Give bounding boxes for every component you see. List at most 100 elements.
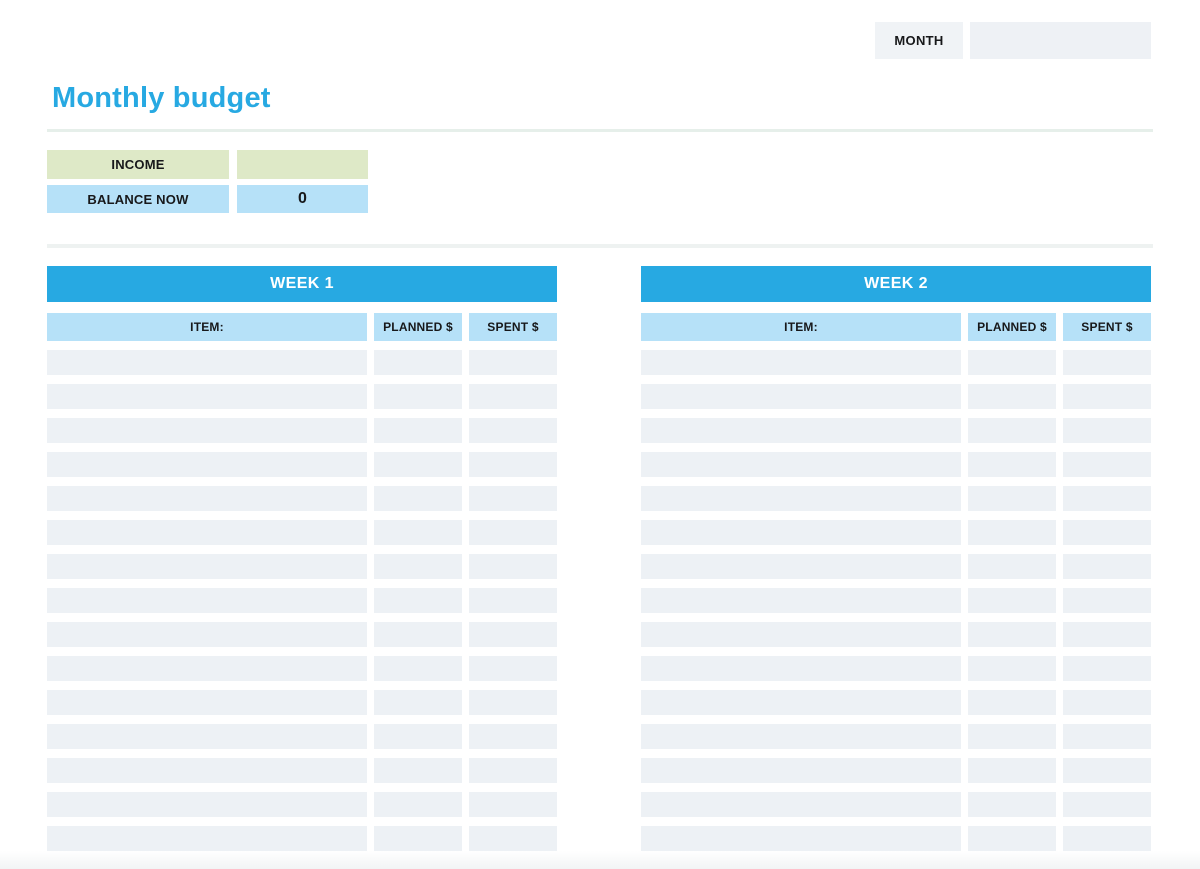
planned-cell[interactable] [968,452,1056,477]
spent-cell[interactable] [469,656,557,681]
planned-cell[interactable] [374,724,462,749]
spent-cell[interactable] [469,554,557,579]
planned-cell[interactable] [374,758,462,783]
item-cell[interactable] [641,520,961,545]
item-cell[interactable] [47,588,367,613]
planned-cell[interactable] [968,792,1056,817]
planned-cell[interactable] [374,622,462,647]
spent-cell[interactable] [469,350,557,375]
item-cell[interactable] [641,622,961,647]
planned-cell[interactable] [374,418,462,443]
month-input-cell[interactable] [970,22,1151,59]
item-cell[interactable] [641,656,961,681]
planned-cell[interactable] [968,622,1056,647]
spent-cell[interactable] [1063,350,1151,375]
spent-cell[interactable] [1063,418,1151,443]
item-cell[interactable] [47,520,367,545]
planned-cell[interactable] [374,384,462,409]
spent-cell[interactable] [1063,792,1151,817]
planned-cell[interactable] [374,690,462,715]
spent-cell[interactable] [1063,758,1151,783]
item-cell[interactable] [47,384,367,409]
spent-cell[interactable] [469,384,557,409]
planned-cell[interactable] [374,554,462,579]
item-cell[interactable] [641,758,961,783]
planned-cell[interactable] [374,588,462,613]
item-cell[interactable] [47,622,367,647]
spent-cell[interactable] [469,826,557,851]
item-cell[interactable] [47,350,367,375]
planned-cell[interactable] [968,418,1056,443]
item-cell[interactable] [641,588,961,613]
spent-cell[interactable] [469,690,557,715]
planned-cell[interactable] [374,520,462,545]
spent-cell[interactable] [1063,588,1151,613]
planned-cell[interactable] [374,452,462,477]
planned-cell[interactable] [374,656,462,681]
item-cell[interactable] [641,486,961,511]
item-cell[interactable] [47,418,367,443]
table-row [641,554,1151,579]
planned-cell[interactable] [968,384,1056,409]
spent-cell[interactable] [469,452,557,477]
item-cell[interactable] [641,826,961,851]
item-cell[interactable] [641,724,961,749]
planned-cell[interactable] [374,792,462,817]
item-cell[interactable] [641,350,961,375]
item-cell[interactable] [641,554,961,579]
table-row [47,690,557,715]
planned-cell[interactable] [968,486,1056,511]
item-cell[interactable] [47,452,367,477]
spent-cell[interactable] [1063,486,1151,511]
table-row [47,452,557,477]
spent-cell[interactable] [1063,690,1151,715]
spent-cell[interactable] [469,792,557,817]
income-value-cell[interactable] [237,150,368,179]
spent-cell[interactable] [469,520,557,545]
spent-cell[interactable] [1063,554,1151,579]
item-cell[interactable] [641,418,961,443]
spent-cell[interactable] [469,588,557,613]
item-cell[interactable] [47,826,367,851]
planned-cell[interactable] [968,554,1056,579]
spent-cell[interactable] [1063,384,1151,409]
table-row [641,418,1151,443]
planned-cell[interactable] [374,350,462,375]
spent-cell[interactable] [469,724,557,749]
planned-cell[interactable] [374,486,462,511]
spent-cell[interactable] [1063,622,1151,647]
table-row [641,452,1151,477]
item-cell[interactable] [47,690,367,715]
spent-cell[interactable] [469,418,557,443]
item-cell[interactable] [641,792,961,817]
spent-cell[interactable] [1063,724,1151,749]
planned-cell[interactable] [968,588,1056,613]
item-cell[interactable] [47,486,367,511]
item-cell[interactable] [47,554,367,579]
planned-cell[interactable] [968,724,1056,749]
planned-cell[interactable] [968,520,1056,545]
item-cell[interactable] [47,758,367,783]
spent-cell[interactable] [1063,656,1151,681]
planned-cell[interactable] [374,826,462,851]
planned-cell[interactable] [968,826,1056,851]
balance-now-value-cell[interactable]: 0 [237,185,368,213]
item-cell[interactable] [47,724,367,749]
table-row [47,520,557,545]
spent-cell[interactable] [469,622,557,647]
planned-cell[interactable] [968,350,1056,375]
item-cell[interactable] [641,690,961,715]
spent-cell[interactable] [469,486,557,511]
planned-cell[interactable] [968,690,1056,715]
spent-cell[interactable] [1063,826,1151,851]
table-row [641,656,1151,681]
spent-cell[interactable] [469,758,557,783]
planned-cell[interactable] [968,656,1056,681]
item-cell[interactable] [641,452,961,477]
spent-cell[interactable] [1063,452,1151,477]
spent-cell[interactable] [1063,520,1151,545]
item-cell[interactable] [47,656,367,681]
item-cell[interactable] [641,384,961,409]
planned-cell[interactable] [968,758,1056,783]
item-cell[interactable] [47,792,367,817]
